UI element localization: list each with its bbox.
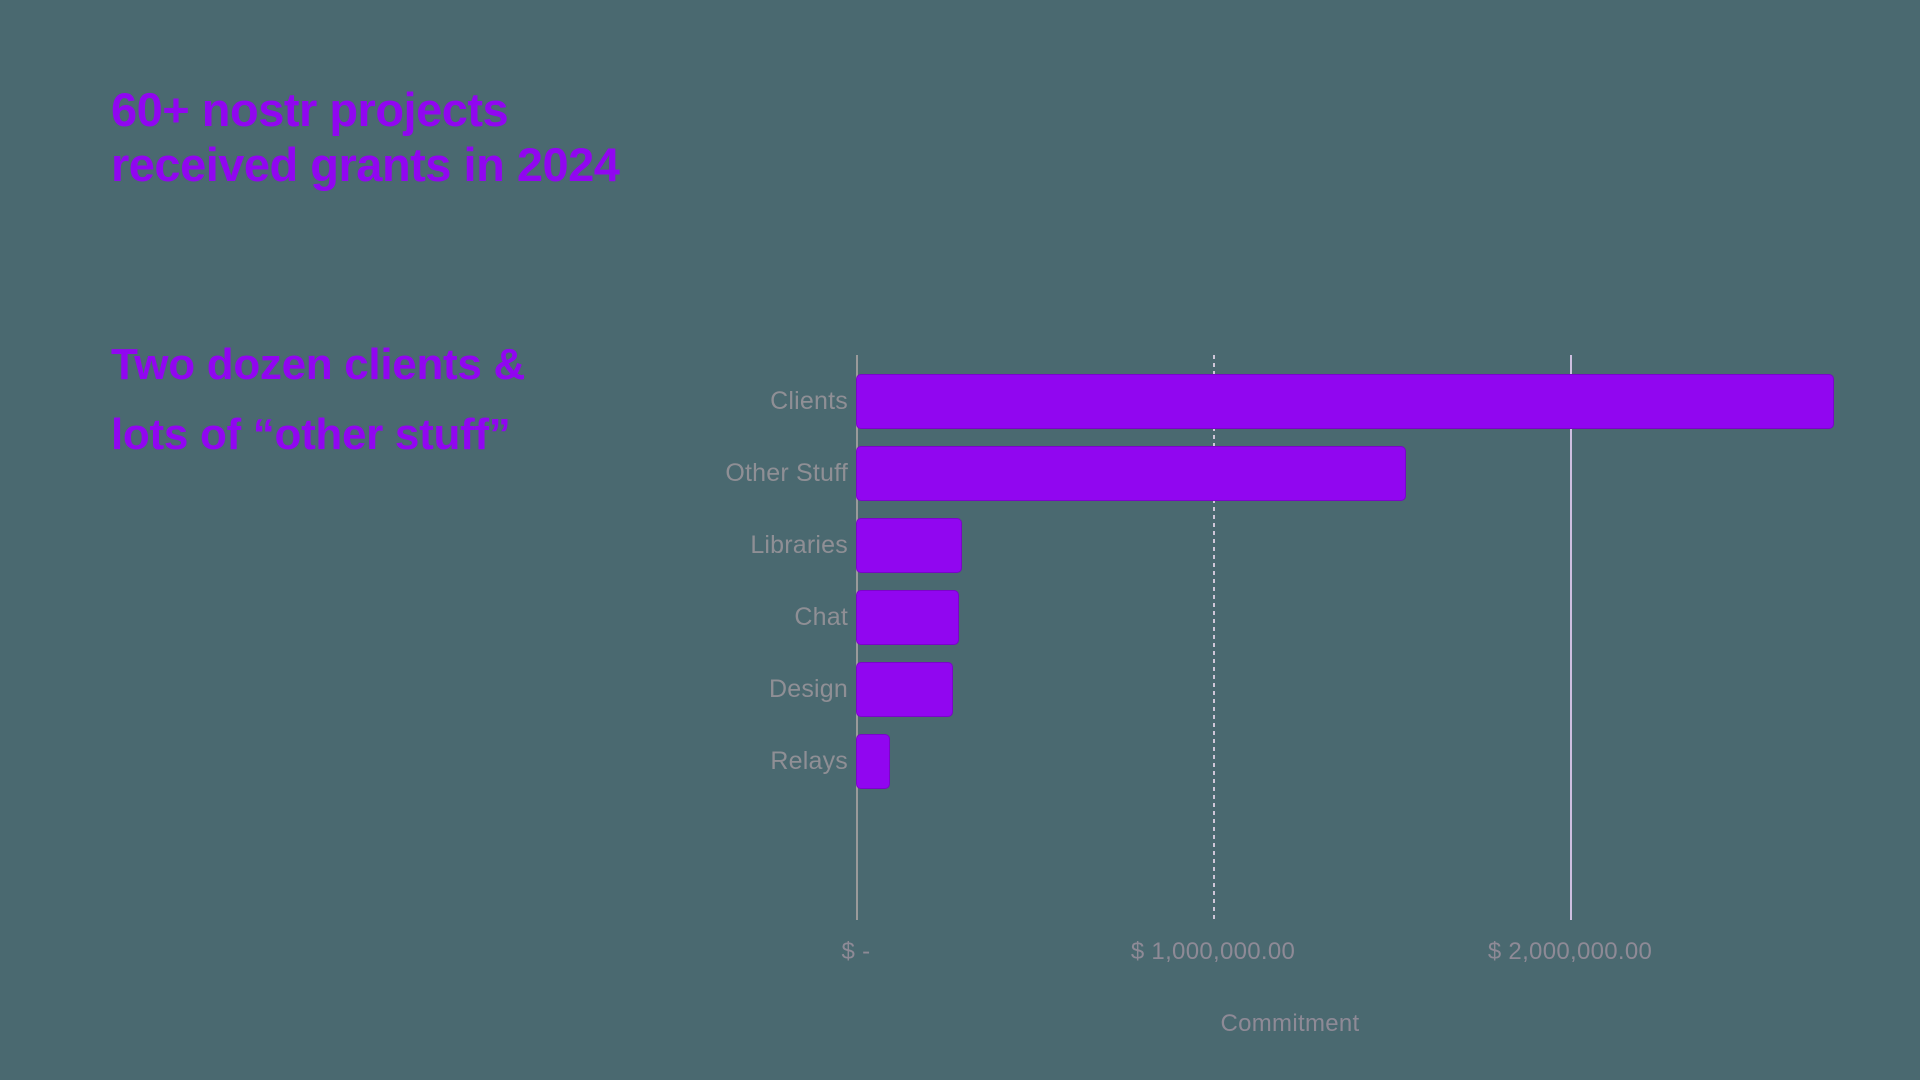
category-label-design: Design (768, 675, 848, 703)
bar-row[interactable]: Chat (700, 590, 1880, 645)
subhead-line-2: lots of “other stuff” (111, 409, 511, 459)
page-title-line-2: received grants in 2024 (111, 138, 620, 192)
subhead-block: Two dozen clients & lots of “other stuff… (111, 330, 851, 469)
x-tick-label: $ 1,000,000.00 (1130, 938, 1296, 965)
headline-block: 60+ nostr projects received grants in 20… (111, 82, 831, 193)
subhead-line-1: Two dozen clients & (111, 340, 525, 389)
bar-design[interactable] (856, 662, 954, 717)
page-title-line-1: 60+ nostr projects (111, 83, 509, 136)
x-tick-label: $ - (841, 938, 871, 965)
bar-row[interactable]: Clients (700, 374, 1880, 429)
category-label-other-stuff: Other Stuff (725, 459, 848, 487)
category-label-clients: Clients (770, 387, 848, 415)
x-tick-label: $ 2,000,000.00 (1487, 938, 1653, 965)
bar-relays[interactable] (856, 734, 890, 789)
bar-row[interactable]: Relays (700, 734, 1880, 789)
bar-clients[interactable] (856, 374, 1835, 429)
plot-area: Clients Other Stuff Libraries Chat Design Rel… (700, 355, 1880, 920)
category-label-relays: Relays (770, 747, 848, 775)
x-axis-title: Commitment (1220, 1010, 1360, 1037)
category-label-chat: Chat (794, 603, 848, 631)
bar-other-stuff[interactable] (856, 446, 1406, 501)
commitment-bar-chart: Clients Other Stuff Libraries Chat Design Rel… (700, 355, 1880, 1037)
gridline (1570, 355, 1572, 920)
bar-row[interactable]: Libraries (700, 518, 1880, 573)
bar-libraries[interactable] (856, 518, 963, 573)
bar-row[interactable]: Other Stuff (700, 446, 1880, 501)
category-label-libraries: Libraries (750, 531, 848, 559)
bar-row[interactable]: Design (700, 662, 1880, 717)
bar-chat[interactable] (856, 590, 959, 645)
gridline (1213, 355, 1215, 920)
